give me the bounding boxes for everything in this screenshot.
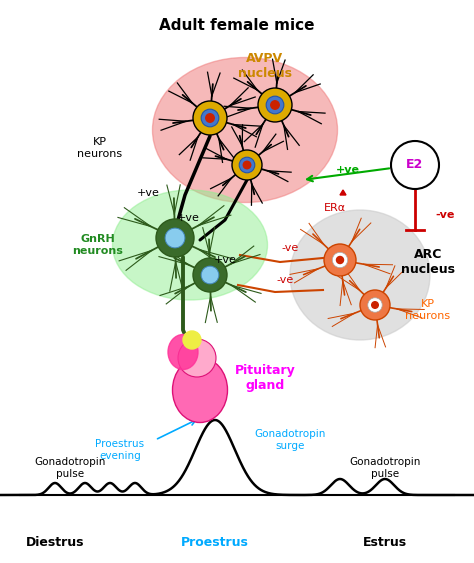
Text: Gonadotropin
pulse: Gonadotropin pulse xyxy=(349,457,421,479)
Ellipse shape xyxy=(290,210,430,340)
Ellipse shape xyxy=(168,334,198,369)
Circle shape xyxy=(206,114,214,122)
Text: -ve: -ve xyxy=(435,210,455,220)
Ellipse shape xyxy=(183,331,201,349)
Text: +ve: +ve xyxy=(336,165,360,175)
Circle shape xyxy=(156,219,194,257)
Circle shape xyxy=(239,157,255,173)
Text: AVPV
nucleus: AVPV nucleus xyxy=(238,52,292,80)
Ellipse shape xyxy=(178,339,216,377)
Circle shape xyxy=(337,257,344,263)
Text: Adult female mice: Adult female mice xyxy=(159,18,315,33)
Text: KP
neurons: KP neurons xyxy=(405,299,451,321)
Circle shape xyxy=(324,244,356,276)
Text: +ve: +ve xyxy=(137,188,159,198)
Ellipse shape xyxy=(153,57,337,203)
Circle shape xyxy=(232,150,262,180)
Circle shape xyxy=(201,109,219,127)
Text: Proestrus: Proestrus xyxy=(181,537,249,549)
Circle shape xyxy=(193,258,227,292)
Text: Gonadotropin
pulse: Gonadotropin pulse xyxy=(34,457,106,479)
Text: Pituitary
gland: Pituitary gland xyxy=(235,364,295,392)
Circle shape xyxy=(243,161,251,169)
Circle shape xyxy=(266,96,284,114)
Circle shape xyxy=(368,298,382,312)
Text: ERα: ERα xyxy=(324,203,346,213)
Text: GnRH
neurons: GnRH neurons xyxy=(73,234,123,256)
Ellipse shape xyxy=(112,190,267,300)
Circle shape xyxy=(258,88,292,122)
Text: ARC
nucleus: ARC nucleus xyxy=(401,248,455,276)
Text: -ve: -ve xyxy=(276,275,293,285)
Circle shape xyxy=(332,252,348,267)
Circle shape xyxy=(391,141,439,189)
Circle shape xyxy=(372,302,378,309)
Circle shape xyxy=(360,290,390,320)
Circle shape xyxy=(193,101,227,135)
Ellipse shape xyxy=(173,358,228,422)
Text: -ve: -ve xyxy=(282,243,299,253)
Text: Proestrus
evening: Proestrus evening xyxy=(95,439,145,461)
Text: Diestrus: Diestrus xyxy=(26,537,84,549)
Text: Gonadotropin
surge: Gonadotropin surge xyxy=(255,429,326,451)
Circle shape xyxy=(165,228,185,248)
Text: Estrus: Estrus xyxy=(363,537,407,549)
Text: +ve: +ve xyxy=(176,213,200,223)
Text: KP
neurons: KP neurons xyxy=(77,137,123,159)
Text: +ve: +ve xyxy=(214,255,237,265)
Text: E2: E2 xyxy=(406,159,424,172)
Polygon shape xyxy=(340,190,346,195)
Circle shape xyxy=(271,101,279,109)
Circle shape xyxy=(201,266,219,284)
